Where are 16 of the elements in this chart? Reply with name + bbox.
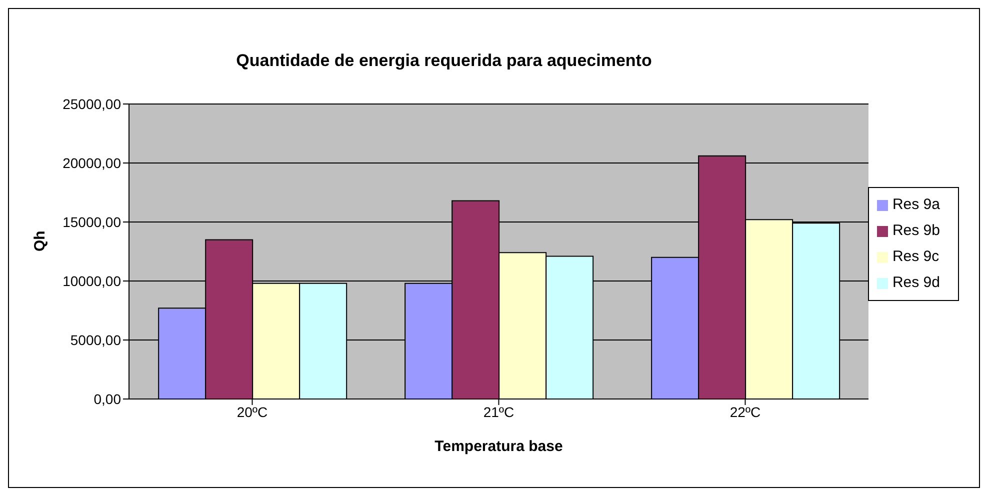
x-tick-label: 21ºC xyxy=(483,404,514,420)
y-tick-label: 20000,00 xyxy=(62,154,122,171)
chart-title: Quantidade de energia requerida para aquecimento xyxy=(235,51,653,71)
y-tick-label: 15000,00 xyxy=(62,214,122,230)
x-tick-label: 20ºC xyxy=(236,404,268,420)
y-tick-label: 10000,00 xyxy=(62,272,122,289)
legend-label: Res 9b xyxy=(892,222,940,239)
x-tick-label: 22ºC xyxy=(730,404,761,420)
y-tick-label: 0,00 xyxy=(94,390,122,407)
x-axis-title: Temperatura base xyxy=(434,438,563,455)
y-tick-label: 25000,00 xyxy=(62,96,122,112)
legend-label: Res 9d xyxy=(892,274,940,291)
y-tick-label: 5000,00 xyxy=(70,332,122,348)
legend-label: Res 9c xyxy=(892,248,940,265)
y-axis-title: Qh xyxy=(31,230,48,252)
legend-label: Res 9a xyxy=(892,196,940,213)
